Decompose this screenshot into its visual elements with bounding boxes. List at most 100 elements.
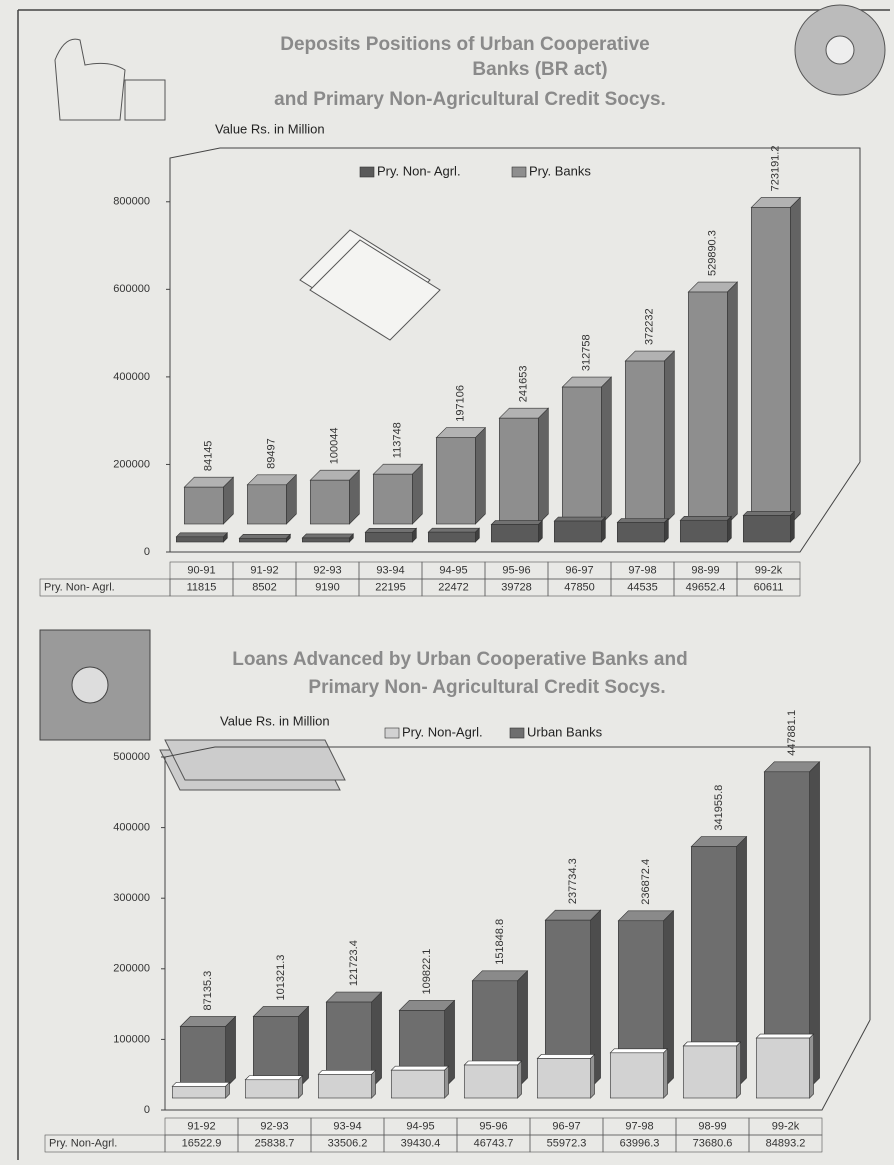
bar-top — [171, 1082, 231, 1087]
table-value: 63996.3 — [620, 1137, 660, 1149]
bar — [687, 281, 739, 525]
table-value: 22472 — [438, 581, 469, 593]
bar-front — [184, 486, 224, 525]
bar-front — [561, 386, 602, 525]
bar-front — [239, 537, 287, 543]
x-tick-label: 95-96 — [502, 564, 530, 576]
x-tick-label: 96-97 — [552, 1120, 580, 1132]
value-label: 341955.8 — [713, 785, 725, 831]
table-value: 8502 — [252, 581, 276, 593]
legend-swatch — [509, 727, 525, 739]
bar-front — [687, 291, 728, 525]
floor — [165, 1019, 871, 1111]
bar — [609, 1048, 669, 1099]
bar-front — [372, 473, 413, 525]
bar-top — [175, 532, 229, 538]
x-tick-label: 93-94 — [376, 564, 404, 576]
bar — [171, 1081, 231, 1099]
chart-title: and Primary Non-Agricultural Credit Socy… — [274, 89, 666, 110]
value-label: 87135.3 — [202, 971, 214, 1011]
table-value: 16522.9 — [182, 1137, 222, 1149]
x-tick-label: 98-99 — [698, 1120, 726, 1132]
bar — [490, 519, 544, 543]
cd-clipart — [794, 4, 886, 96]
x-tick-label: 97-98 — [625, 1120, 653, 1132]
bar-front — [435, 437, 476, 525]
bar-top — [553, 516, 607, 522]
legend-swatch — [511, 166, 527, 178]
x-tick-label: 94-95 — [406, 1120, 434, 1132]
bar — [175, 532, 229, 543]
bar-side — [475, 426, 486, 525]
legend-label: Pry. Banks — [529, 163, 591, 178]
bar — [561, 376, 613, 525]
value-label: 529890.3 — [707, 230, 719, 276]
safe-clipart — [39, 629, 151, 741]
table-value: 55972.3 — [547, 1137, 587, 1149]
bar-front — [245, 1079, 299, 1099]
y-tick-label: 100000 — [113, 1033, 150, 1045]
x-tick-label: 91-92 — [187, 1120, 215, 1132]
bar-front — [750, 207, 791, 525]
x-tick-label: 93-94 — [333, 1120, 361, 1132]
table-value: 33506.2 — [328, 1137, 368, 1149]
back-wall — [164, 746, 871, 1110]
bar — [463, 1060, 523, 1099]
value-label: 151848.8 — [494, 919, 506, 965]
bar-side — [601, 516, 606, 543]
y-tick-label: 0 — [144, 546, 150, 558]
legend-label: Pry. Non- Agrl. — [377, 163, 461, 178]
bar-side — [225, 1015, 236, 1089]
bar-front — [176, 536, 224, 543]
table-value: 39430.4 — [401, 1137, 441, 1149]
y-tick-label: 800000 — [113, 196, 150, 208]
bar-top — [463, 1060, 523, 1066]
chart-title: Banks (BR act) — [472, 59, 607, 80]
table-value: 25838.7 — [255, 1137, 295, 1149]
money-clipart — [159, 739, 346, 791]
table-row-label: Pry. Non- Agrl. — [44, 581, 115, 593]
bar — [742, 510, 796, 543]
y-tick-label: 600000 — [113, 283, 150, 295]
legend-label: Urban Banks — [527, 724, 603, 739]
table-value: 39728 — [501, 581, 532, 593]
y-tick-label: 500000 — [113, 751, 150, 763]
bar — [755, 1033, 815, 1099]
bar-side — [790, 196, 801, 525]
table-value: 47850 — [564, 581, 595, 593]
x-tick-label: 97-98 — [628, 564, 656, 576]
value-label: 236872.4 — [640, 859, 652, 905]
bar-front — [463, 1064, 518, 1099]
bar — [325, 991, 383, 1089]
value-label: 447881.1 — [786, 710, 798, 756]
bar-top — [364, 527, 418, 533]
bar — [624, 350, 676, 525]
bar-front — [682, 1045, 737, 1099]
bar — [750, 196, 802, 525]
bar-top — [616, 518, 670, 523]
table-value: 84893.2 — [766, 1137, 806, 1149]
bar-front — [180, 1026, 226, 1089]
table-value: 44535 — [627, 581, 658, 593]
bar-top — [238, 533, 292, 539]
bar-front — [317, 1074, 372, 1099]
chart-title: Deposits Positions of Urban Cooperative — [280, 34, 650, 55]
bar-top — [609, 1048, 669, 1054]
table-value: 46743.7 — [474, 1137, 514, 1149]
bar-side — [727, 281, 738, 525]
bar — [244, 1075, 304, 1099]
table-value: 9190 — [315, 581, 339, 593]
bar-side — [590, 1053, 595, 1099]
bar-side — [517, 1060, 522, 1099]
value-label: 89497 — [266, 438, 278, 469]
bar — [553, 516, 607, 543]
bar — [536, 1053, 596, 1099]
value-label: 237734.3 — [567, 858, 579, 904]
value-label: 84145 — [203, 441, 215, 472]
bar-front — [553, 520, 602, 543]
chart-subtitle: Value Rs. in Million — [215, 121, 325, 136]
table-row-label: Pry. Non-Agrl. — [49, 1137, 117, 1149]
bar-side — [736, 1041, 741, 1099]
value-label: 241653 — [518, 365, 530, 402]
bar-side — [664, 350, 675, 525]
